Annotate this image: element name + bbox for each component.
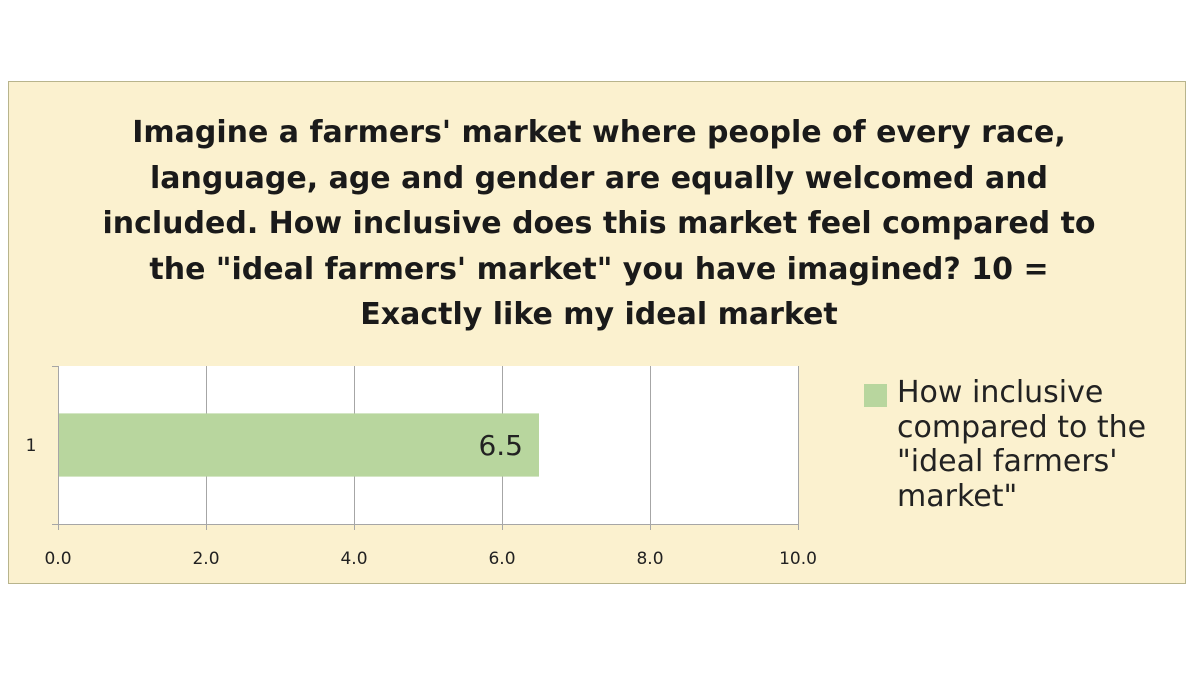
bars [58, 413, 539, 477]
x-tick-label-2: 4.0 [340, 549, 367, 569]
y-category-label-0: 1 [26, 436, 37, 456]
chart-title: Imagine a farmers' market where people o… [102, 115, 1096, 332]
legend-entry-label: How inclusive compared to the "ideal far… [897, 375, 1147, 514]
bar-0-0 [58, 413, 539, 477]
x-tick-label-3: 6.0 [488, 549, 515, 569]
axes [52, 366, 799, 530]
x-tick-label-0: 0.0 [44, 549, 71, 569]
x-tick-label-4: 8.0 [636, 549, 663, 569]
labels: 0.0 2.0 4.0 6.0 8.0 10.0 6.5 1 [26, 429, 817, 569]
legend-swatch [864, 384, 887, 407]
data-label-0-0: 6.5 [478, 429, 523, 462]
x-tick-label-1: 2.0 [192, 549, 219, 569]
x-tick-label-5: 10.0 [779, 549, 817, 569]
